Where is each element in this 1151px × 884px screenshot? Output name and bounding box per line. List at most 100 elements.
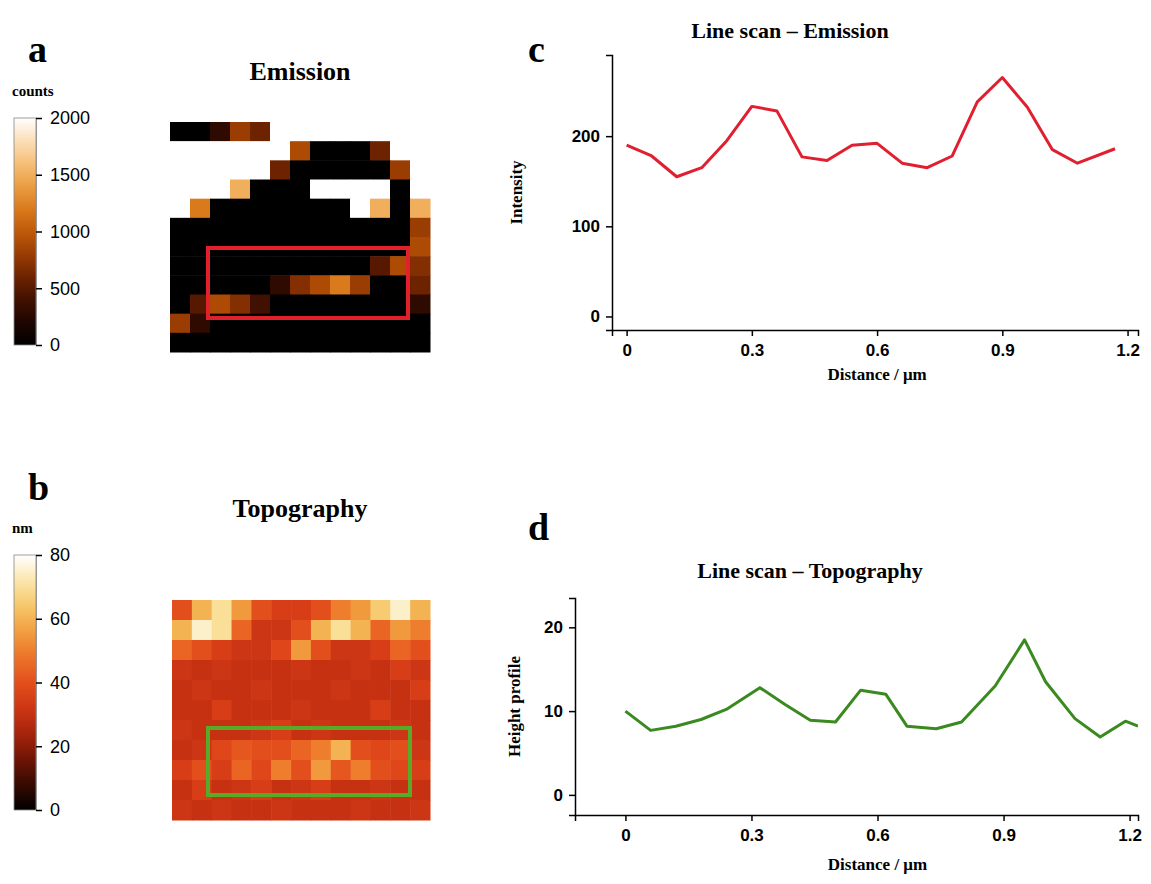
cell bbox=[350, 160, 371, 180]
cell bbox=[331, 800, 351, 821]
tick-label: 0.3 bbox=[741, 341, 765, 360]
cell bbox=[290, 295, 311, 315]
cell bbox=[370, 740, 390, 761]
cell bbox=[170, 275, 191, 295]
cell bbox=[251, 800, 271, 821]
cell bbox=[172, 640, 192, 661]
cell bbox=[270, 295, 291, 315]
tick-mark bbox=[752, 330, 754, 336]
selection-box bbox=[208, 728, 410, 795]
tick-label: 200 bbox=[572, 127, 600, 146]
cell bbox=[310, 180, 331, 200]
cell bbox=[350, 122, 371, 142]
cell bbox=[172, 600, 192, 621]
tick-mark bbox=[751, 815, 753, 821]
cell bbox=[270, 180, 291, 200]
cell bbox=[172, 780, 192, 801]
cell bbox=[212, 760, 232, 781]
tick-label: 0.3 bbox=[740, 826, 764, 845]
cell bbox=[330, 275, 351, 295]
cell bbox=[410, 199, 431, 219]
cell bbox=[170, 237, 191, 257]
cell bbox=[290, 275, 311, 295]
cell bbox=[251, 780, 271, 801]
cell bbox=[212, 660, 232, 681]
cell bbox=[212, 680, 232, 701]
cell bbox=[370, 640, 390, 661]
cell bbox=[330, 256, 351, 276]
cell bbox=[190, 218, 211, 238]
cell bbox=[170, 141, 191, 161]
cell bbox=[331, 600, 351, 621]
cell bbox=[170, 180, 191, 200]
cell bbox=[390, 780, 410, 801]
cell bbox=[370, 660, 390, 681]
cell bbox=[390, 620, 410, 641]
cell bbox=[212, 740, 232, 761]
tick-mark bbox=[36, 619, 42, 621]
chart-title: Line scan – Topography bbox=[697, 558, 923, 583]
tick-label: 1.2 bbox=[1118, 826, 1142, 845]
cell bbox=[310, 256, 331, 276]
cell bbox=[210, 141, 231, 161]
tick: 0 bbox=[591, 307, 612, 326]
cell bbox=[270, 141, 291, 161]
cell bbox=[390, 760, 410, 781]
panel: cLine scan – Emission00.30.60.91.2010020… bbox=[507, 18, 1140, 384]
cell bbox=[331, 620, 351, 641]
tick-label: 20 bbox=[50, 737, 70, 757]
cell bbox=[271, 760, 291, 781]
cell bbox=[370, 700, 390, 721]
cell bbox=[370, 275, 391, 295]
line bbox=[627, 78, 1115, 177]
tick-label: 20 bbox=[544, 618, 563, 637]
cell bbox=[330, 199, 351, 219]
cell bbox=[370, 780, 390, 801]
cell bbox=[331, 760, 351, 781]
tick-label: 0 bbox=[50, 800, 60, 820]
cell bbox=[290, 180, 311, 200]
cell bbox=[410, 780, 430, 801]
cell bbox=[210, 256, 231, 276]
cell bbox=[410, 122, 431, 142]
tick: 0.6 bbox=[866, 815, 890, 845]
tick-mark bbox=[569, 711, 575, 713]
selection-box bbox=[208, 248, 408, 318]
cell bbox=[170, 199, 191, 219]
axis-line bbox=[606, 56, 613, 331]
cell bbox=[350, 218, 371, 238]
cell bbox=[210, 333, 231, 353]
cell bbox=[250, 122, 271, 142]
tick: 10 bbox=[544, 702, 575, 721]
cell bbox=[212, 780, 232, 801]
cell bbox=[410, 640, 430, 661]
tick-label: 0 bbox=[621, 826, 630, 845]
tick-label: 0.6 bbox=[866, 341, 890, 360]
cell bbox=[311, 640, 331, 661]
cell bbox=[232, 700, 252, 721]
cell bbox=[190, 122, 211, 142]
cell bbox=[390, 680, 410, 701]
cell bbox=[192, 800, 212, 821]
cell bbox=[270, 160, 291, 180]
cell bbox=[390, 640, 410, 661]
tick-mark bbox=[626, 330, 628, 336]
cell bbox=[291, 760, 311, 781]
cell bbox=[310, 218, 331, 238]
cell bbox=[410, 160, 431, 180]
cell bbox=[410, 700, 430, 721]
tick-mark bbox=[877, 815, 879, 821]
cell bbox=[331, 720, 351, 741]
cell bbox=[351, 620, 371, 641]
cell bbox=[230, 199, 251, 219]
panel-title: Topography bbox=[233, 494, 368, 523]
cell bbox=[331, 740, 351, 761]
cell bbox=[192, 600, 212, 621]
cell bbox=[270, 218, 291, 238]
cell bbox=[370, 199, 391, 219]
y-axis-title: Height profile bbox=[505, 655, 524, 757]
cell bbox=[251, 680, 271, 701]
tick: 20 bbox=[36, 737, 70, 757]
tick: 80 bbox=[36, 545, 70, 565]
panel: aEmission0500100015002000counts bbox=[12, 28, 431, 355]
